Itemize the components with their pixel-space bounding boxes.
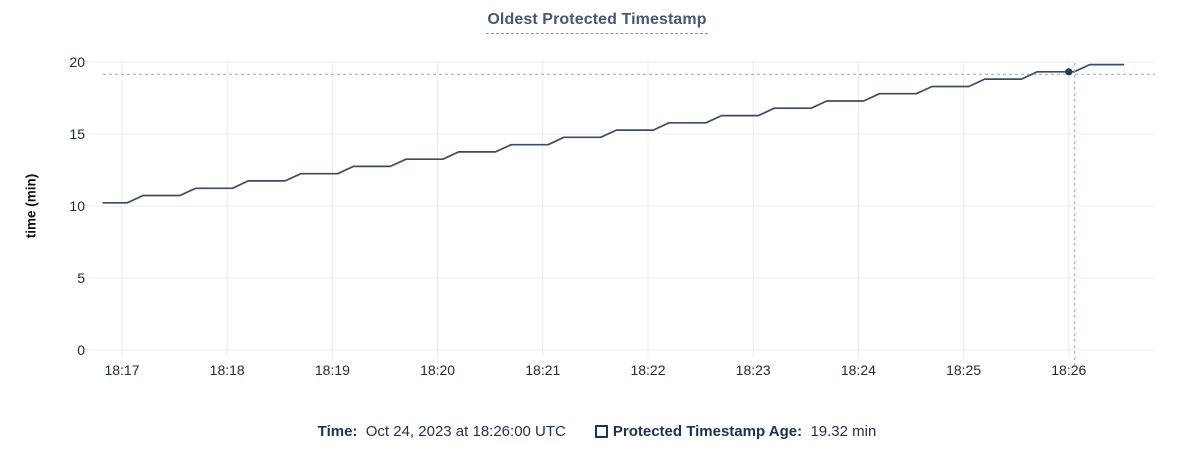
hover-legend-bar: Time: Oct 24, 2023 at 18:26:00 UTC Protec… [0,419,1194,443]
series-label: Protected Timestamp Age: [612,422,803,440]
y-tick-label: 0 [77,342,85,358]
chart-title[interactable]: Oldest Protected Timestamp [486,11,708,34]
y-tick-label: 20 [69,54,85,70]
x-tick-label: 18:19 [314,362,350,378]
hover-dot [1065,68,1073,76]
x-tick-label: 18:23 [735,362,771,378]
x-tick-label: 18:25 [946,362,982,378]
x-tick-label: 18:24 [840,362,876,378]
y-tick-label: 5 [77,270,85,286]
x-tick-label: 18:21 [525,362,561,378]
x-tick-label: 18:17 [104,362,140,378]
series-line [102,63,1125,204]
x-tick-label: 18:20 [420,362,456,378]
x-tick-label: 18:26 [1051,362,1087,378]
series-legend-checkbox[interactable] [594,424,608,438]
x-tick-label: 18:18 [209,362,245,378]
x-tick-label: 18:22 [630,362,666,378]
line-chart-plot[interactable] [0,0,1194,400]
chart-title-row: Oldest Protected Timestamp [0,11,1194,34]
series-value: 19.32 min [810,422,877,440]
time-label: Time: [317,422,358,440]
y-tick-label: 10 [69,198,85,214]
y-tick-label: 15 [69,126,85,142]
time-value: Oct 24, 2023 at 18:26:00 UTC [365,422,566,440]
